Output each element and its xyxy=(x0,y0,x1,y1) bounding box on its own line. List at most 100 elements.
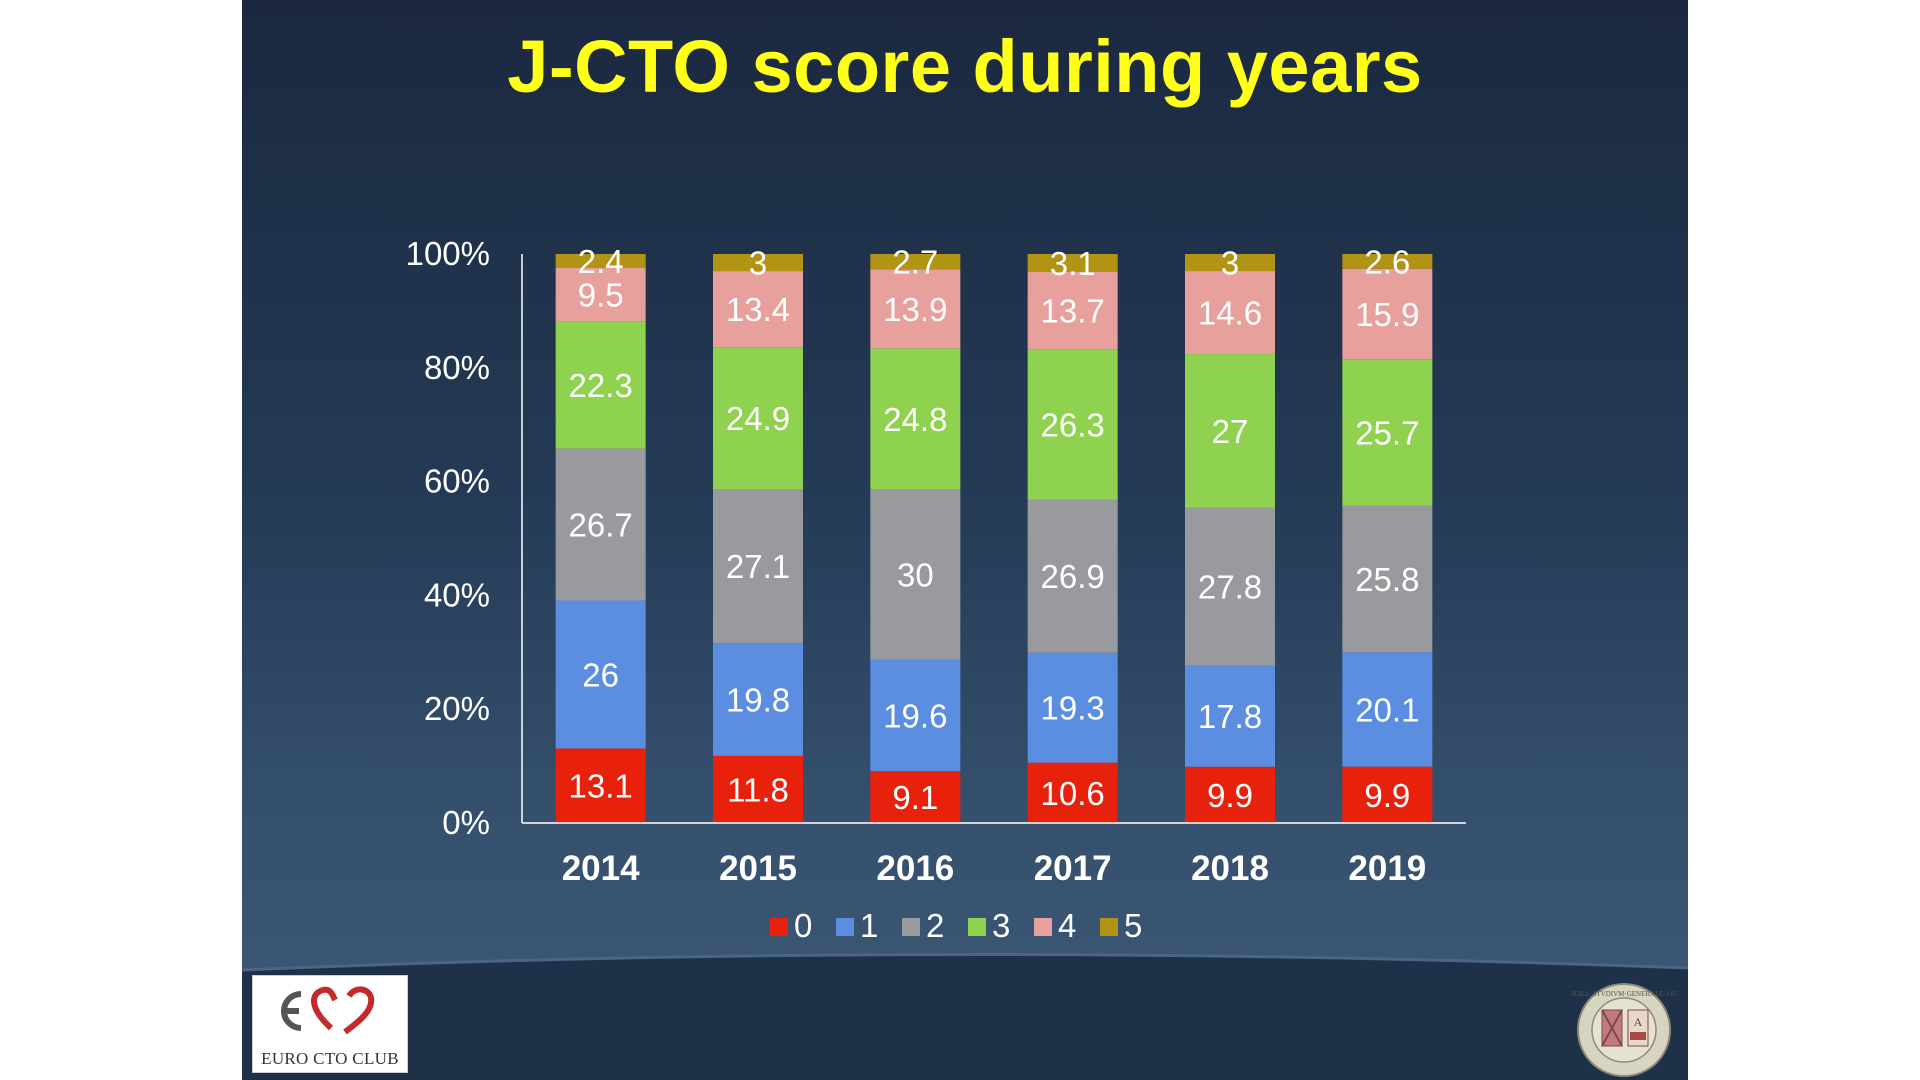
bar-segment xyxy=(713,254,803,272)
y-tick-label: 40% xyxy=(424,576,490,613)
bar-segment xyxy=(713,643,803,756)
legend-swatch xyxy=(968,918,986,936)
bar-segment xyxy=(1342,254,1433,269)
bar-segment xyxy=(713,271,803,348)
y-tick-label: 100% xyxy=(406,235,490,272)
bar-segment xyxy=(713,347,803,489)
bar-segment xyxy=(1342,268,1433,360)
bar-segment xyxy=(555,600,646,749)
y-tick-label: 0% xyxy=(442,804,490,841)
legend-label: 3 xyxy=(992,907,1010,944)
bar-segment xyxy=(1342,359,1433,506)
legend-swatch xyxy=(770,918,788,936)
bar-segment xyxy=(1027,254,1118,272)
bar-segment xyxy=(870,489,961,660)
legend-swatch xyxy=(902,918,920,936)
data-label: 22.3 xyxy=(569,367,633,404)
bar-segment xyxy=(1185,254,1275,272)
data-label: 14.6 xyxy=(1198,295,1262,332)
bar-segment xyxy=(1185,271,1275,355)
data-label: 20.1 xyxy=(1355,691,1419,728)
data-label: 9.9 xyxy=(1364,777,1410,814)
heart-logo-icon xyxy=(281,986,375,1035)
x-tick-label: 2017 xyxy=(1034,849,1112,888)
data-label: 27 xyxy=(1212,413,1249,450)
legend-swatch xyxy=(1034,918,1052,936)
data-label: 24.9 xyxy=(726,400,790,437)
bar-segment xyxy=(1342,652,1433,767)
bar-segment xyxy=(555,267,646,322)
x-tick-label: 2015 xyxy=(719,849,797,888)
data-label: 17.8 xyxy=(1198,698,1262,735)
logo-text: EURO CTO CLUB xyxy=(261,1049,399,1068)
data-label: 13.1 xyxy=(569,768,633,805)
data-label: 26.9 xyxy=(1041,558,1105,595)
y-tick-label: 80% xyxy=(424,349,490,386)
data-label: 13.4 xyxy=(726,291,790,328)
data-label: 3 xyxy=(749,245,767,282)
legend-label: 0 xyxy=(794,907,812,944)
legend-label: 5 xyxy=(1124,907,1142,944)
seal-text: SIGILL·STVDIVM·GENERALE·1434 xyxy=(1572,990,1676,998)
legend: 0 1 2 3 4 5 xyxy=(770,907,1142,944)
bar-segment xyxy=(1027,652,1118,763)
euro-cto-club-logo: EURO CTO CLUB xyxy=(252,975,408,1073)
bar-segment xyxy=(1185,354,1275,508)
data-label: 2.7 xyxy=(892,244,938,281)
legend-swatch xyxy=(836,918,854,936)
data-label: 13.9 xyxy=(883,291,947,328)
x-tick-label: 2018 xyxy=(1191,849,1269,888)
x-axis: 2014 2015 2016 2017 2018 2019 xyxy=(522,822,1466,888)
bar-segment xyxy=(870,348,961,490)
bar-segment xyxy=(1342,766,1433,823)
bar-segment xyxy=(713,488,803,644)
data-label: 2.4 xyxy=(578,243,624,280)
data-label: 26 xyxy=(582,656,619,693)
legend-label: 2 xyxy=(926,907,944,944)
data-label: 3.1 xyxy=(1050,245,1096,282)
y-tick-label: 20% xyxy=(424,690,490,727)
data-label: 24.8 xyxy=(883,401,947,438)
x-tick-label: 2019 xyxy=(1348,849,1426,888)
legend-swatch xyxy=(1100,918,1118,936)
university-seal-icon: A SIGILL·STVDIVM·GENERALE·1434 xyxy=(1572,983,1676,1077)
data-label: 25.8 xyxy=(1355,561,1419,598)
bar-segment xyxy=(1027,349,1118,500)
y-tick-label: 60% xyxy=(424,463,490,500)
data-label: 27.1 xyxy=(726,548,790,585)
bar-segment xyxy=(555,748,646,823)
bar-segment xyxy=(555,254,646,268)
slide-title: J-CTO score during years xyxy=(507,25,1423,108)
slide-bottom-band xyxy=(242,952,1688,1080)
data-label: 27.8 xyxy=(1198,569,1262,606)
bar-segment xyxy=(1027,271,1118,350)
bar-segment xyxy=(870,659,961,772)
bar-segment xyxy=(555,321,646,449)
data-label: 11.8 xyxy=(727,771,789,808)
data-label: 26.7 xyxy=(569,507,633,544)
bar-segment xyxy=(555,448,646,601)
data-label: 26.3 xyxy=(1041,407,1105,444)
data-label: 30 xyxy=(897,557,934,594)
svg-text:A: A xyxy=(1634,1015,1643,1029)
bar-segment xyxy=(870,254,961,270)
data-label: 19.3 xyxy=(1041,690,1105,727)
legend-label: 4 xyxy=(1058,907,1076,944)
data-label: 19.6 xyxy=(883,698,947,735)
data-label: 15.9 xyxy=(1355,296,1419,333)
data-label: 25.7 xyxy=(1355,414,1419,451)
bar-segment xyxy=(713,755,803,823)
data-label: 3 xyxy=(1221,245,1239,282)
bar-segment xyxy=(870,269,961,349)
bar-segment xyxy=(870,771,961,823)
bar-segment xyxy=(1027,762,1118,823)
x-tick-label: 2014 xyxy=(562,849,640,888)
data-label: 10.6 xyxy=(1041,775,1105,812)
slide-background: J-CTO score during years xyxy=(242,0,1688,1080)
data-label: 2.6 xyxy=(1364,243,1410,280)
bars: 13.1 26 26.7 22.3 9.52.4 11.8 19.8 27.1 24.9 13.4… xyxy=(555,243,1433,823)
data-label: 19.8 xyxy=(726,682,790,719)
legend-label: 1 xyxy=(860,907,878,944)
bar-segment xyxy=(1027,499,1118,653)
